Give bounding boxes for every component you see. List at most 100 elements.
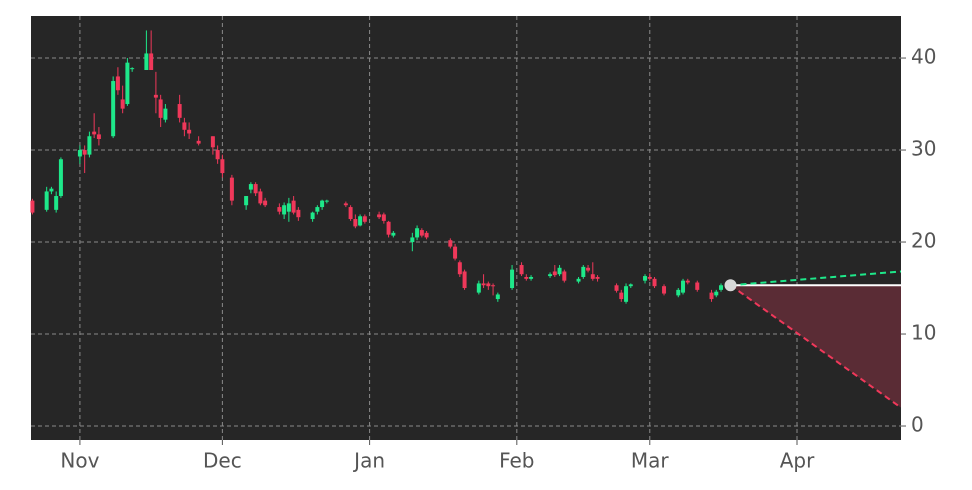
candle-body xyxy=(476,283,481,293)
candle-body xyxy=(362,216,367,222)
candle-body xyxy=(552,271,557,276)
candle-body xyxy=(348,207,353,220)
candle-body xyxy=(624,286,629,302)
candle-body xyxy=(253,184,258,194)
candle-body xyxy=(481,283,486,286)
candle-body xyxy=(296,209,301,218)
candle-body xyxy=(343,203,348,206)
candle-body xyxy=(681,280,686,293)
candle-body xyxy=(111,81,116,137)
candle-body xyxy=(486,283,491,287)
candle-body xyxy=(115,76,120,91)
candle-body xyxy=(310,212,315,220)
candle-body xyxy=(557,267,562,275)
candle-body xyxy=(187,129,192,134)
candle-body xyxy=(685,280,690,283)
candle-body xyxy=(315,207,320,212)
candle-body xyxy=(149,53,154,71)
candle-body xyxy=(510,269,515,289)
candle-body xyxy=(96,134,101,139)
candle-body xyxy=(647,276,652,279)
candle-body xyxy=(562,271,567,281)
candle-body xyxy=(182,122,187,130)
candle-body xyxy=(643,276,648,281)
y-tick-label: 20 xyxy=(911,229,936,253)
candle-body xyxy=(125,62,130,105)
candle-body xyxy=(586,267,591,271)
candle-body xyxy=(358,216,363,226)
y-tick-label: 40 xyxy=(911,45,936,69)
candle-body xyxy=(92,131,97,135)
candle-body xyxy=(628,284,633,287)
candle-body xyxy=(391,232,396,236)
candle-body xyxy=(457,262,462,275)
candle-body xyxy=(424,232,429,238)
candle-body xyxy=(495,294,500,300)
candle-body xyxy=(676,289,681,296)
x-tick-label: Mar xyxy=(631,449,670,473)
candle-body xyxy=(120,99,125,109)
candle-body xyxy=(177,104,182,118)
candle-body xyxy=(87,136,92,155)
candle-body xyxy=(229,177,234,201)
candle-body xyxy=(714,291,719,296)
candle-body xyxy=(462,271,467,289)
forecast-point xyxy=(724,279,737,292)
y-tick-label: 0 xyxy=(911,413,924,437)
candle-body xyxy=(353,219,358,227)
candle-body xyxy=(453,246,458,259)
candle-body xyxy=(695,282,700,290)
candle-body xyxy=(652,278,657,287)
candle-body xyxy=(548,274,553,277)
candle-body xyxy=(220,159,225,174)
candle-body xyxy=(130,68,135,70)
candle-body xyxy=(54,196,59,210)
candle-body xyxy=(30,200,35,213)
candle-body xyxy=(662,286,667,294)
candle-body xyxy=(82,150,87,155)
candle-body xyxy=(324,200,329,202)
y-tick-label: 30 xyxy=(911,137,936,161)
candle-body xyxy=(144,53,149,71)
candle-body xyxy=(529,276,534,279)
candle-body xyxy=(581,266,586,277)
forecast-upper xyxy=(730,270,902,287)
candle-body xyxy=(719,285,724,290)
candle-body xyxy=(77,150,82,157)
candle-body xyxy=(153,94,158,98)
candle-body xyxy=(263,200,268,206)
candle-body xyxy=(576,278,581,282)
candle-body xyxy=(381,214,386,221)
plot-area xyxy=(31,16,901,440)
x-tick-label: Feb xyxy=(499,449,534,473)
candle-body xyxy=(291,200,296,213)
candle-body xyxy=(163,108,168,120)
x-tick-label: Jan xyxy=(352,449,385,473)
candle-body xyxy=(286,203,291,212)
candle-body xyxy=(595,276,600,279)
candle-body xyxy=(258,191,263,204)
candle-body xyxy=(210,136,215,148)
x-tick-label: Apr xyxy=(780,449,815,473)
candle-body xyxy=(524,276,529,279)
forecast-lower xyxy=(729,284,902,409)
x-tick-label: Dec xyxy=(203,449,242,473)
candle-body xyxy=(709,292,714,300)
candle-body xyxy=(491,285,496,287)
candle-body xyxy=(410,237,415,243)
candle-body xyxy=(619,292,624,300)
candle-body xyxy=(215,150,220,160)
candle-body xyxy=(419,230,424,236)
y-tick-label: 10 xyxy=(911,321,936,345)
candle-body xyxy=(448,240,453,247)
candle-body xyxy=(49,188,54,192)
candle-body xyxy=(196,140,201,144)
candle-body xyxy=(277,207,282,212)
candle-body xyxy=(415,228,420,238)
candle-body xyxy=(320,200,325,208)
candle-body xyxy=(590,274,595,279)
candle-body xyxy=(614,285,619,291)
candle-body xyxy=(519,265,524,275)
candle-body xyxy=(244,196,249,206)
